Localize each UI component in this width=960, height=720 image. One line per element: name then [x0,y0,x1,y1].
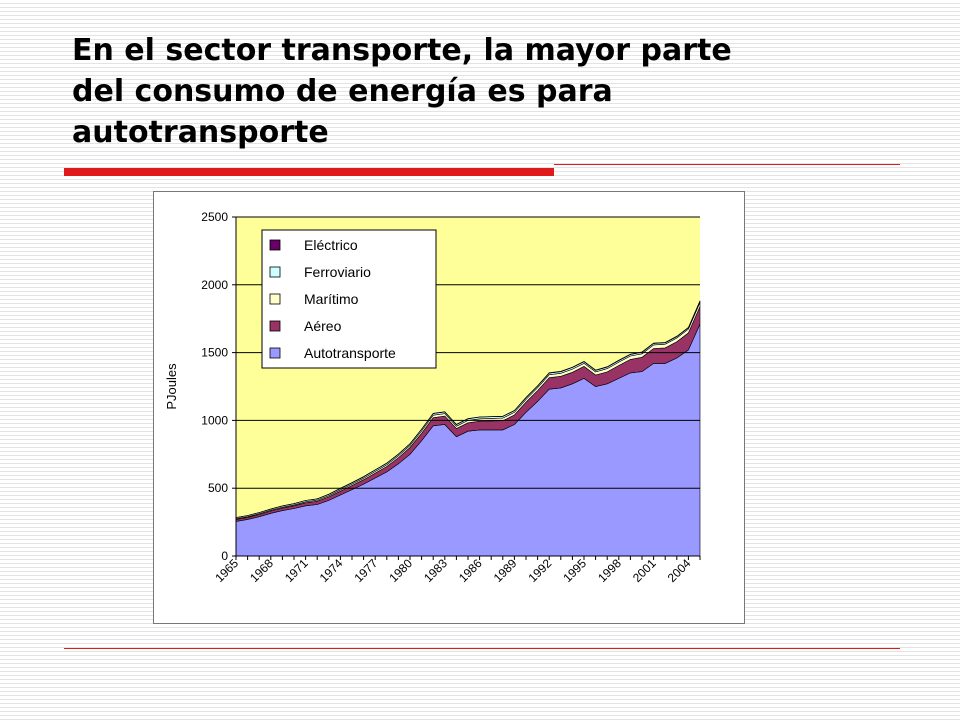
legend-label: Autotransporte [304,345,396,361]
x-tick-label: 1974 [317,556,346,585]
y-tick-label: 2000 [201,278,228,292]
legend-label: Ferroviario [304,264,371,280]
y-tick-label: 0 [221,549,228,563]
slide-title-line: del consumo de energía es para [72,74,613,109]
y-tick-label: 2500 [201,210,228,224]
title-accent-bar [64,168,554,176]
slide-title-line: autotransporte [72,115,329,150]
x-tick-label: 1995 [560,556,589,585]
y-tick-label: 500 [208,481,228,495]
x-tick-label: 1965 [212,556,241,585]
x-tick-label: 2001 [630,556,659,585]
legend-swatch [269,266,281,278]
legend-label: Aéreo [304,318,342,334]
series-area-4 [235,300,701,518]
chart-area: 0 500 1000 1500 2000 2500 1965 1968 1971 1974 1977… [153,191,745,624]
legend-box [261,229,437,369]
legend-swatch [269,293,281,305]
energy-consumption-chart: 0 500 1000 1500 2000 2500 1965 1968 1971 1974 1977… [164,210,701,585]
x-tick-label: 1980 [386,556,415,585]
slide-title: En el sector transporte, la mayor parte … [72,30,902,153]
x-tick-label: 1992 [526,556,555,585]
legend-swatch [269,320,281,332]
y-tick-label: 1500 [201,346,228,360]
x-tick-label: 1968 [247,556,276,585]
title-rule [554,164,900,165]
x-tick-label: 2004 [665,556,694,585]
slide-title-line: En el sector transporte, la mayor parte [72,33,732,68]
x-tick-label: 1986 [456,556,485,585]
footer-rule [64,648,900,649]
legend-label: Marítimo [304,291,359,307]
legend-swatch [269,239,281,251]
x-tick-label: 1989 [491,556,520,585]
y-tick-label: 1000 [201,413,228,427]
y-axis-label: PJoules [164,363,179,410]
legend-label: Eléctrico [304,237,358,253]
x-tick-label: 1983 [421,556,450,585]
legend-swatch [269,347,281,359]
x-tick-label: 1971 [282,556,311,585]
x-tick-label: 1977 [352,556,381,585]
x-tick-label: 1998 [595,556,624,585]
